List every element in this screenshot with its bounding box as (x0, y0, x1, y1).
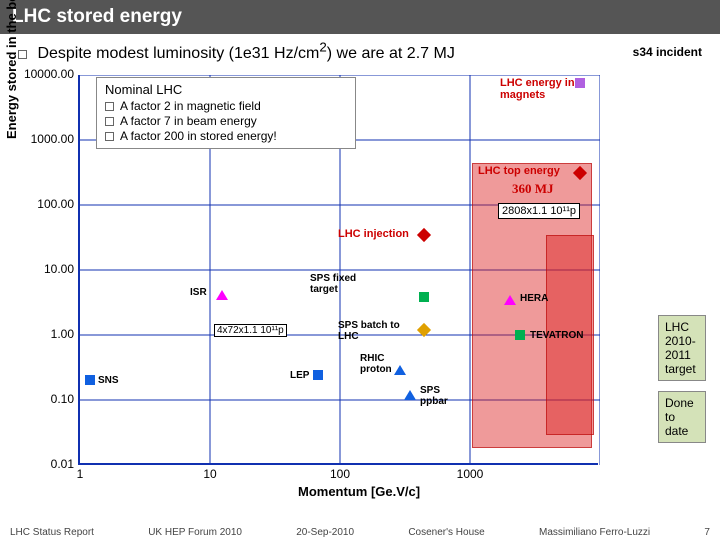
callout-target: LHC 2010-2011 target (658, 315, 706, 381)
nominal-note-box: Nominal LHC A factor 2 in magnetic field… (96, 77, 356, 149)
label-lhc-magnets: LHC energy in magnets (500, 77, 580, 101)
footer-b: UK HEP Forum 2010 (148, 527, 242, 538)
note-line: A factor 2 in magnetic field (105, 99, 347, 113)
label-lhc-injection: LHC injection (338, 228, 409, 240)
x-tick: 100 (330, 467, 350, 481)
note-heading: Nominal LHC (105, 82, 347, 97)
y-tick: 1000.00 (8, 132, 74, 146)
y-tick: 10000.00 (8, 67, 74, 81)
x-tick: 1 (77, 467, 84, 481)
label-sps-ppbar: SPS ppbar (420, 385, 460, 407)
label-rhic: RHIC proton (360, 353, 400, 375)
subtitle-text: Despite modest luminosity (1e31 Hz/cm2) … (37, 45, 454, 62)
label-lhc-top: LHC top energy (478, 165, 560, 177)
annot-4x72: 4x72x1.1 10¹¹p (214, 324, 287, 337)
label-hera: HERA (520, 293, 548, 304)
footer-c: 20-Sep-2010 (296, 527, 354, 538)
label-sps-fixed: SPS fixed target (310, 273, 370, 295)
y-tick: 0.10 (8, 392, 74, 406)
y-tick: 10.00 (8, 262, 74, 276)
label-isr: ISR (190, 287, 207, 298)
note-line: A factor 200 in stored energy! (105, 129, 347, 143)
x-axis-label: Momentum [Ge.V/c] (298, 484, 420, 499)
footer-a: LHC Status Report (10, 527, 94, 538)
x-tick: 1000 (457, 467, 484, 481)
point-sps-fixed (419, 292, 429, 302)
chart-area: Energy stored in the beam [MJ] ISR SNS S… (8, 69, 708, 499)
s34-incident-label: s34 incident (633, 45, 702, 59)
x-tick: 10 (203, 467, 216, 481)
point-tevatron (515, 330, 525, 340)
point-isr (216, 290, 228, 300)
point-hera (504, 295, 516, 305)
annot-360mj: 360 MJ (512, 181, 554, 197)
footer-d: Cosener's House (408, 527, 484, 538)
callout-done: Done to date (658, 391, 706, 443)
point-sns (85, 375, 95, 385)
label-lep: LEP (290, 370, 309, 381)
bullet-icon (18, 50, 27, 59)
annot-2808: 2808x1.1 10¹¹p (498, 203, 580, 219)
note-line: A factor 7 in beam energy (105, 114, 347, 128)
y-tick: 100.00 (8, 197, 74, 211)
label-tevatron: TEVATRON (530, 330, 584, 341)
footer-e: Massimiliano Ferro-Luzzi (539, 527, 650, 538)
y-tick: 0.01 (8, 457, 74, 471)
y-tick: 1.00 (8, 327, 74, 341)
point-lep (313, 370, 323, 380)
footer-page: 7 (704, 527, 710, 538)
label-sns: SNS (98, 375, 119, 386)
page-title: LHC stored energy (0, 0, 720, 34)
label-sps-batch: SPS batch to LHC (338, 320, 408, 342)
subtitle-row: Despite modest luminosity (1e31 Hz/cm2) … (0, 34, 720, 69)
point-sps-ppbar (404, 390, 416, 400)
footer: LHC Status Report UK HEP Forum 2010 20-S… (0, 527, 720, 538)
